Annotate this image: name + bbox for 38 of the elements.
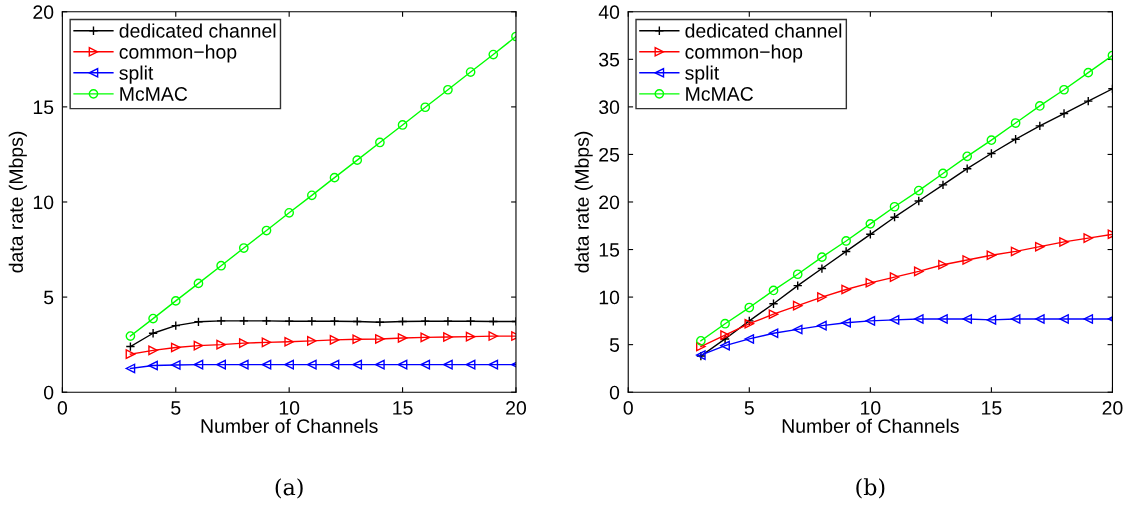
y-axis-title: data rate (Mbps) <box>8 131 27 273</box>
y-tick-label: 5 <box>44 290 54 305</box>
x-axis-title: Number of Channels <box>782 418 959 433</box>
legend-label: common−hop <box>685 44 803 63</box>
y-tick-label: 35 <box>599 52 620 67</box>
y-tick-label: 0 <box>43 385 54 400</box>
x-axis-title: Number of Channels <box>201 418 378 433</box>
x-tick-label: 15 <box>393 401 413 415</box>
y-tick-label: 10 <box>599 290 620 305</box>
x-tick-label: 20 <box>506 401 527 415</box>
text: (a) <box>275 478 303 499</box>
x-tick-label: 5 <box>744 401 754 415</box>
legend-label: dedicated channel <box>685 23 842 38</box>
y-tick-label: 20 <box>599 195 620 210</box>
legend-label: dedicated channel <box>119 23 276 38</box>
y-tick-label: 25 <box>599 147 620 162</box>
legend-label: McMAC <box>120 87 188 101</box>
y-tick-label: 5 <box>609 338 620 352</box>
x-tick-label: 5 <box>171 401 181 415</box>
y-tick-label: 30 <box>599 100 620 115</box>
y-tick-label: 40 <box>598 5 620 20</box>
y-tick-label: 20 <box>33 5 54 20</box>
y-tick-label: 10 <box>33 195 54 210</box>
legend-label: split <box>685 65 720 84</box>
legend-label: McMAC <box>686 87 754 101</box>
legend-label: common−hop <box>119 44 237 63</box>
x-tick-label: 0 <box>57 401 68 415</box>
y-tick-label: 15 <box>599 243 620 257</box>
x-tick-label: 15 <box>982 401 1002 415</box>
x-tick-label: 10 <box>861 401 881 415</box>
legend-label: split <box>119 65 154 84</box>
y-axis-title: data rate (Mbps) <box>574 131 593 273</box>
y-tick-label: 0 <box>609 385 620 400</box>
x-tick-label: 0 <box>623 401 633 415</box>
text: (b) <box>856 478 885 499</box>
y-tick-label: 15 <box>33 100 54 115</box>
x-tick-label: 10 <box>279 401 300 415</box>
x-tick-label: 20 <box>1102 401 1123 415</box>
